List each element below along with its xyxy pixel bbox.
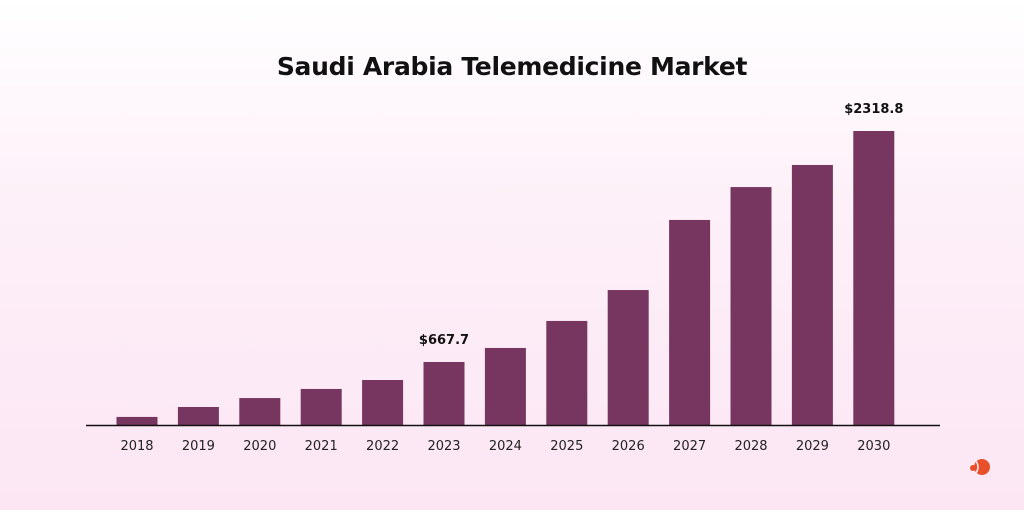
x-tick-label: 2027 [673, 439, 706, 454]
bar-2018 [116, 416, 158, 425]
bar-2029 [791, 164, 833, 426]
x-tick-label: 2028 [734, 439, 767, 454]
data-label-2030: $2318.8 [844, 102, 903, 117]
x-tick-label: 2019 [182, 439, 215, 454]
bar-2030 [853, 130, 895, 425]
x-tick-label: 2023 [427, 439, 460, 454]
bar-2023 [423, 361, 465, 425]
bar-2028 [730, 187, 772, 425]
brand-logo-icon [970, 459, 990, 475]
data-label-2023: $667.7 [419, 333, 469, 348]
x-tick-label: 2022 [366, 439, 399, 454]
bar-2019 [177, 406, 219, 425]
bar-2027 [669, 219, 711, 425]
x-tick-label: 2025 [550, 439, 583, 454]
x-tick-label: 2030 [857, 439, 890, 454]
chart-title: Saudi Arabia Telemedicine Market [276, 52, 748, 81]
bar-2021 [300, 388, 342, 425]
x-tick-label: 2026 [612, 439, 645, 454]
bar-2022 [362, 379, 404, 425]
bar-2026 [607, 290, 649, 425]
bar-2024 [484, 347, 526, 425]
x-tick-label: 2018 [120, 439, 153, 454]
x-tick-label: 2029 [796, 439, 829, 454]
x-tick-label: 2021 [305, 439, 338, 454]
x-tick-label: 2020 [243, 439, 276, 454]
x-tick-label: 2024 [489, 439, 522, 454]
bar-2020 [239, 398, 281, 425]
bar-2025 [546, 320, 588, 425]
